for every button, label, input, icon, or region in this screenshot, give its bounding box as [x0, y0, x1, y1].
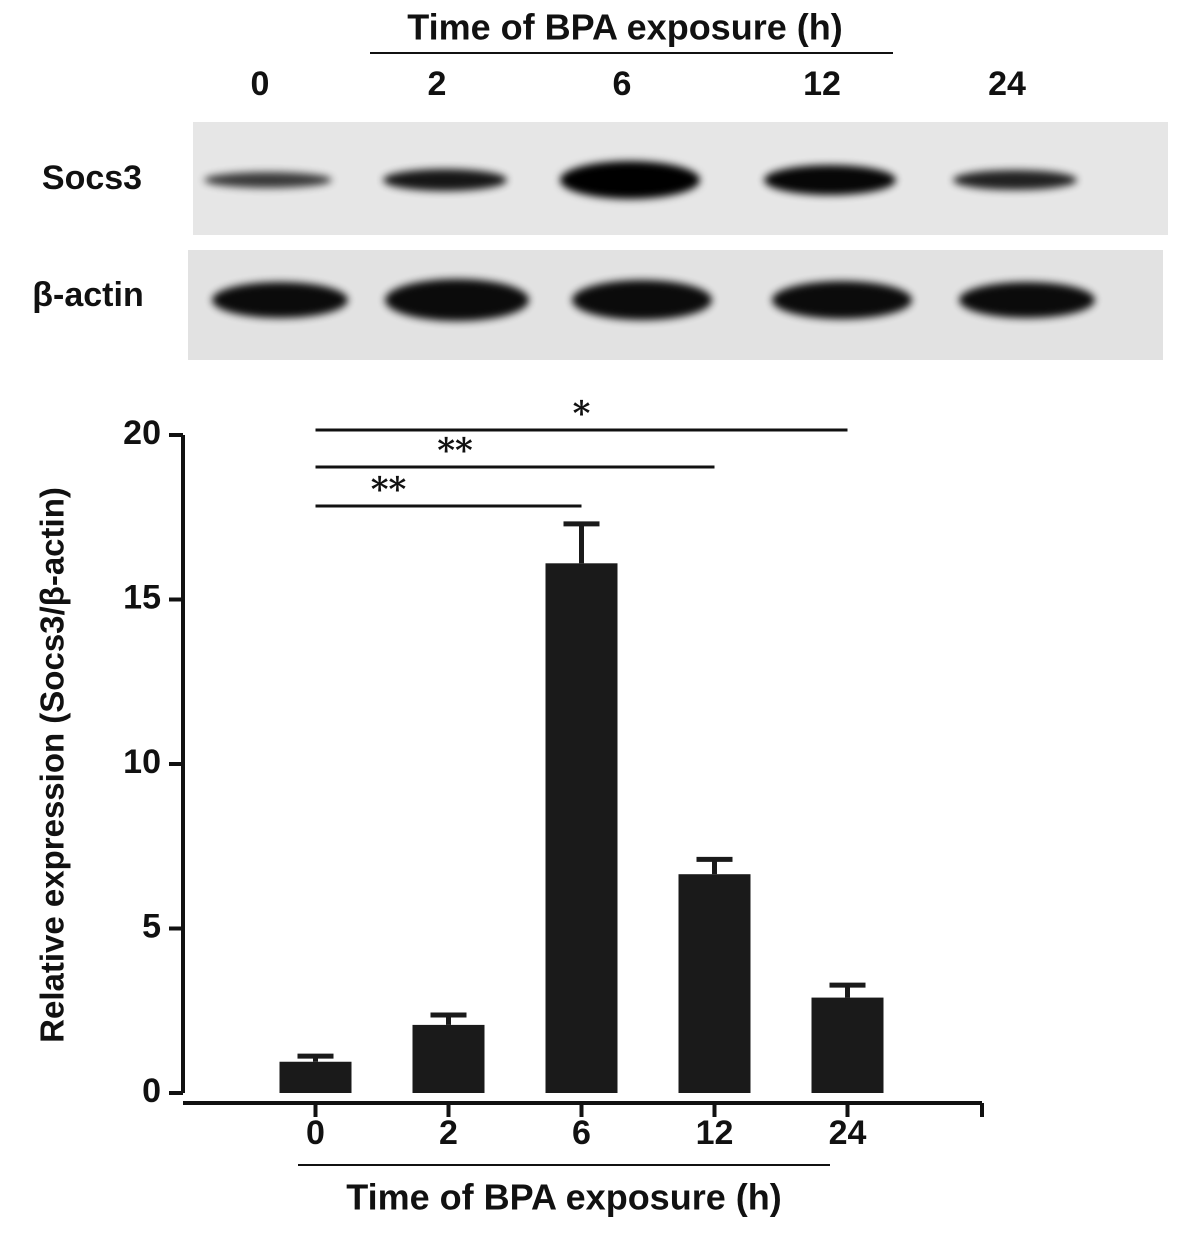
error-bar	[297, 1053, 334, 1062]
bar	[811, 997, 884, 1093]
bar	[279, 1061, 352, 1093]
error-bar	[829, 982, 866, 998]
y-tick-label: 20	[123, 414, 161, 452]
lane-label: 12	[803, 65, 841, 103]
significance-label: **	[371, 470, 407, 510]
bar	[545, 563, 618, 1093]
y-tick-label: 5	[142, 907, 161, 945]
lane-label: 0	[251, 65, 270, 103]
bar	[412, 1024, 485, 1093]
x-axis-title: Time of BPA exposure (h)	[346, 1177, 781, 1218]
y-tick-label: 0	[142, 1072, 161, 1110]
x-tick-label: 12	[696, 1114, 734, 1152]
band	[959, 282, 1095, 318]
x-tick-label: 0	[306, 1114, 325, 1152]
error-bar	[430, 1012, 467, 1025]
band	[383, 169, 507, 191]
y-tick-label: 10	[123, 743, 161, 781]
lane-label: 6	[613, 65, 632, 103]
significance-label: **	[437, 431, 473, 471]
band	[572, 280, 712, 320]
blot: 0 2 6 12 24 Socs3 β-actin	[32, 65, 1095, 321]
lane-label: 24	[988, 65, 1026, 103]
significance-label: *	[573, 394, 591, 434]
blot-title: Time of BPA exposure (h)	[407, 7, 842, 48]
band	[385, 279, 529, 321]
row-label: β-actin	[32, 276, 143, 314]
band	[212, 282, 348, 318]
x-tick-label: 6	[572, 1114, 591, 1152]
y-axis-title: Relative expression (Socs3/β-actin)	[34, 487, 71, 1043]
x-tick-label: 2	[439, 1114, 458, 1152]
error-bar	[696, 856, 733, 875]
x-tick-label: 24	[829, 1114, 867, 1152]
error-bar	[563, 521, 600, 564]
lane-label: 2	[428, 65, 447, 103]
row-label: Socs3	[42, 159, 142, 197]
band	[953, 170, 1077, 190]
band	[204, 172, 332, 188]
band	[772, 281, 912, 319]
bar	[678, 874, 751, 1093]
band	[764, 165, 896, 195]
band	[560, 161, 700, 199]
y-tick-label: 15	[123, 578, 161, 616]
